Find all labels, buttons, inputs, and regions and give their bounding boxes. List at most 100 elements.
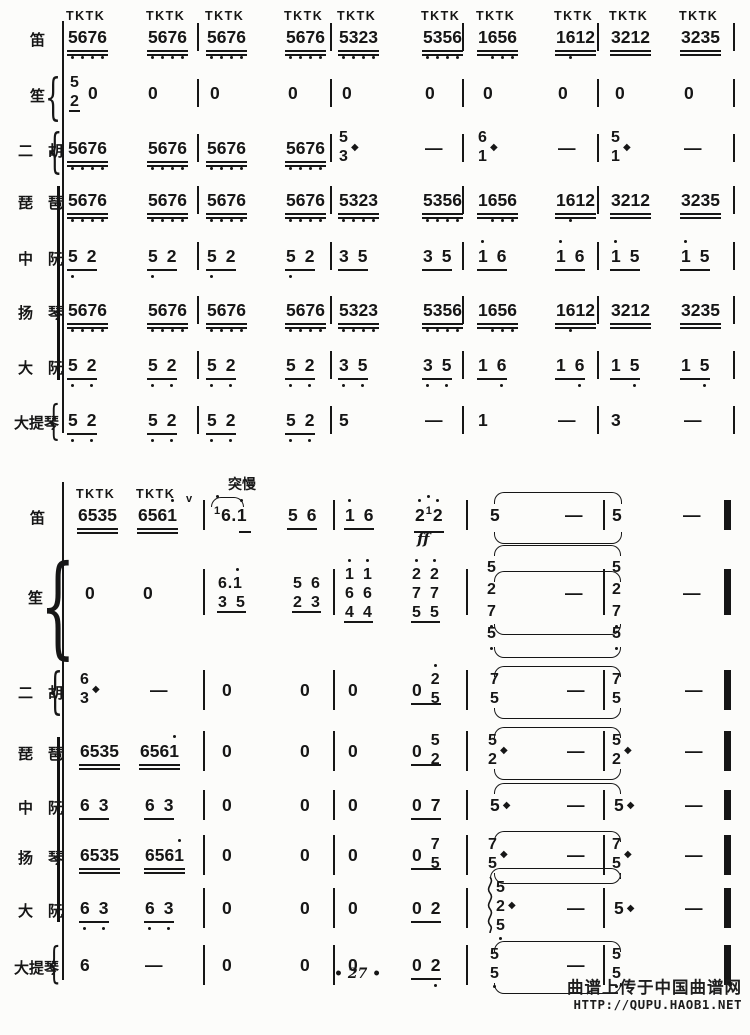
jianpu-note: 6 xyxy=(177,300,187,332)
jianpu-note: 5 xyxy=(700,355,709,387)
octave-dot-below xyxy=(90,439,94,442)
jianpu-note: 5 xyxy=(148,410,158,442)
note-cell: — xyxy=(685,741,703,762)
note-segment: 0 xyxy=(300,955,310,976)
barline xyxy=(333,500,335,530)
stack-line: 7 xyxy=(488,835,497,854)
barline xyxy=(462,406,464,434)
jianpu-note: 5 xyxy=(207,410,217,442)
octave-dot-below xyxy=(210,167,214,170)
octave-dot-below xyxy=(71,219,75,222)
stack-line: 5 xyxy=(490,689,499,708)
octave-dot-below xyxy=(308,329,312,332)
rhythm-underline xyxy=(285,50,326,52)
note-segment: — xyxy=(685,845,703,866)
barline xyxy=(330,406,332,434)
jianpu-note: 3 xyxy=(339,246,349,266)
jianpu-note: 2 xyxy=(620,190,631,210)
rhythm-underline xyxy=(610,269,641,271)
rhythm-underline xyxy=(206,161,247,163)
note-cell: 6 xyxy=(80,955,90,976)
rhythm-underline xyxy=(285,217,326,219)
octave-dot-above xyxy=(433,664,437,667)
note-segment: 0 xyxy=(412,680,431,701)
rhythm-underline xyxy=(285,433,316,435)
note-segment: 3235 xyxy=(681,27,720,48)
notes-group: 0 xyxy=(148,83,158,104)
barline xyxy=(203,945,205,985)
note-segment: 0 xyxy=(222,955,232,976)
rhythm-underline xyxy=(610,54,651,56)
dash-note: — xyxy=(145,955,163,975)
jianpu-note: 6 xyxy=(80,845,90,865)
note-segment: 16 12 xyxy=(556,300,595,332)
note-cell: — xyxy=(567,795,585,816)
tie-arc-down xyxy=(494,647,621,658)
note-cell: 0 xyxy=(425,83,435,104)
instrument-label-daruan2: 大 阮 xyxy=(18,903,64,920)
octave-dot-below xyxy=(170,329,174,332)
notes-group: 0 xyxy=(222,741,232,762)
octave-dot-below xyxy=(578,384,582,387)
octave-dot-above xyxy=(170,499,174,502)
dash-note: — xyxy=(567,680,585,700)
jianpu-note: 2 xyxy=(293,594,302,611)
rhythm-underline xyxy=(477,327,518,329)
dash-note: — xyxy=(685,845,703,865)
jianpu-note: 0 xyxy=(300,898,310,918)
notes-group: — xyxy=(684,410,702,431)
jianpu-note: 5 xyxy=(442,355,451,387)
instrument-label-pipa: 琵 琶 xyxy=(18,195,64,212)
dash-note: — xyxy=(685,795,703,815)
note-cell: 0 xyxy=(348,795,358,816)
jianpu-note: 2 xyxy=(70,93,79,110)
barline xyxy=(603,835,605,875)
barline xyxy=(197,351,199,379)
note-cell: — xyxy=(683,505,701,526)
jianpu-note: 5 xyxy=(148,355,158,387)
jianpu-note: 5 xyxy=(496,916,505,940)
octave-dot-below xyxy=(100,219,104,222)
note-cell: — xyxy=(425,410,443,431)
rhythm-underline xyxy=(680,378,711,380)
jianpu-note: 7 xyxy=(167,190,177,222)
rhythm-underline xyxy=(206,213,247,215)
note-segment: 6561 xyxy=(138,499,177,526)
barline xyxy=(333,790,335,820)
jianpu-note: 7 xyxy=(487,601,496,628)
stack-line: 5 xyxy=(431,689,440,708)
jianpu-note: 3 xyxy=(700,300,711,320)
rhythm-underline xyxy=(285,378,316,380)
jianpu-note: 0 xyxy=(148,83,158,103)
note-segment: 16 5 6 xyxy=(478,190,517,222)
dash-note: — xyxy=(685,741,703,761)
octave-dot-below xyxy=(371,56,375,59)
octave-dot-below xyxy=(361,329,365,332)
stack-line: 1 xyxy=(478,147,487,166)
end-barline xyxy=(733,406,735,434)
stack-line: 7 xyxy=(490,670,499,689)
instrument-label-cello2: 大提琴 xyxy=(14,960,60,977)
note-cell: 6561 xyxy=(139,735,180,770)
